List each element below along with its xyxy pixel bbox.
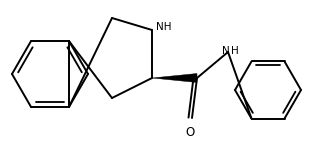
Text: O: O xyxy=(185,126,195,139)
Text: N: N xyxy=(222,46,230,56)
Text: H: H xyxy=(231,46,239,56)
Polygon shape xyxy=(152,74,197,82)
Text: NH: NH xyxy=(156,22,172,32)
